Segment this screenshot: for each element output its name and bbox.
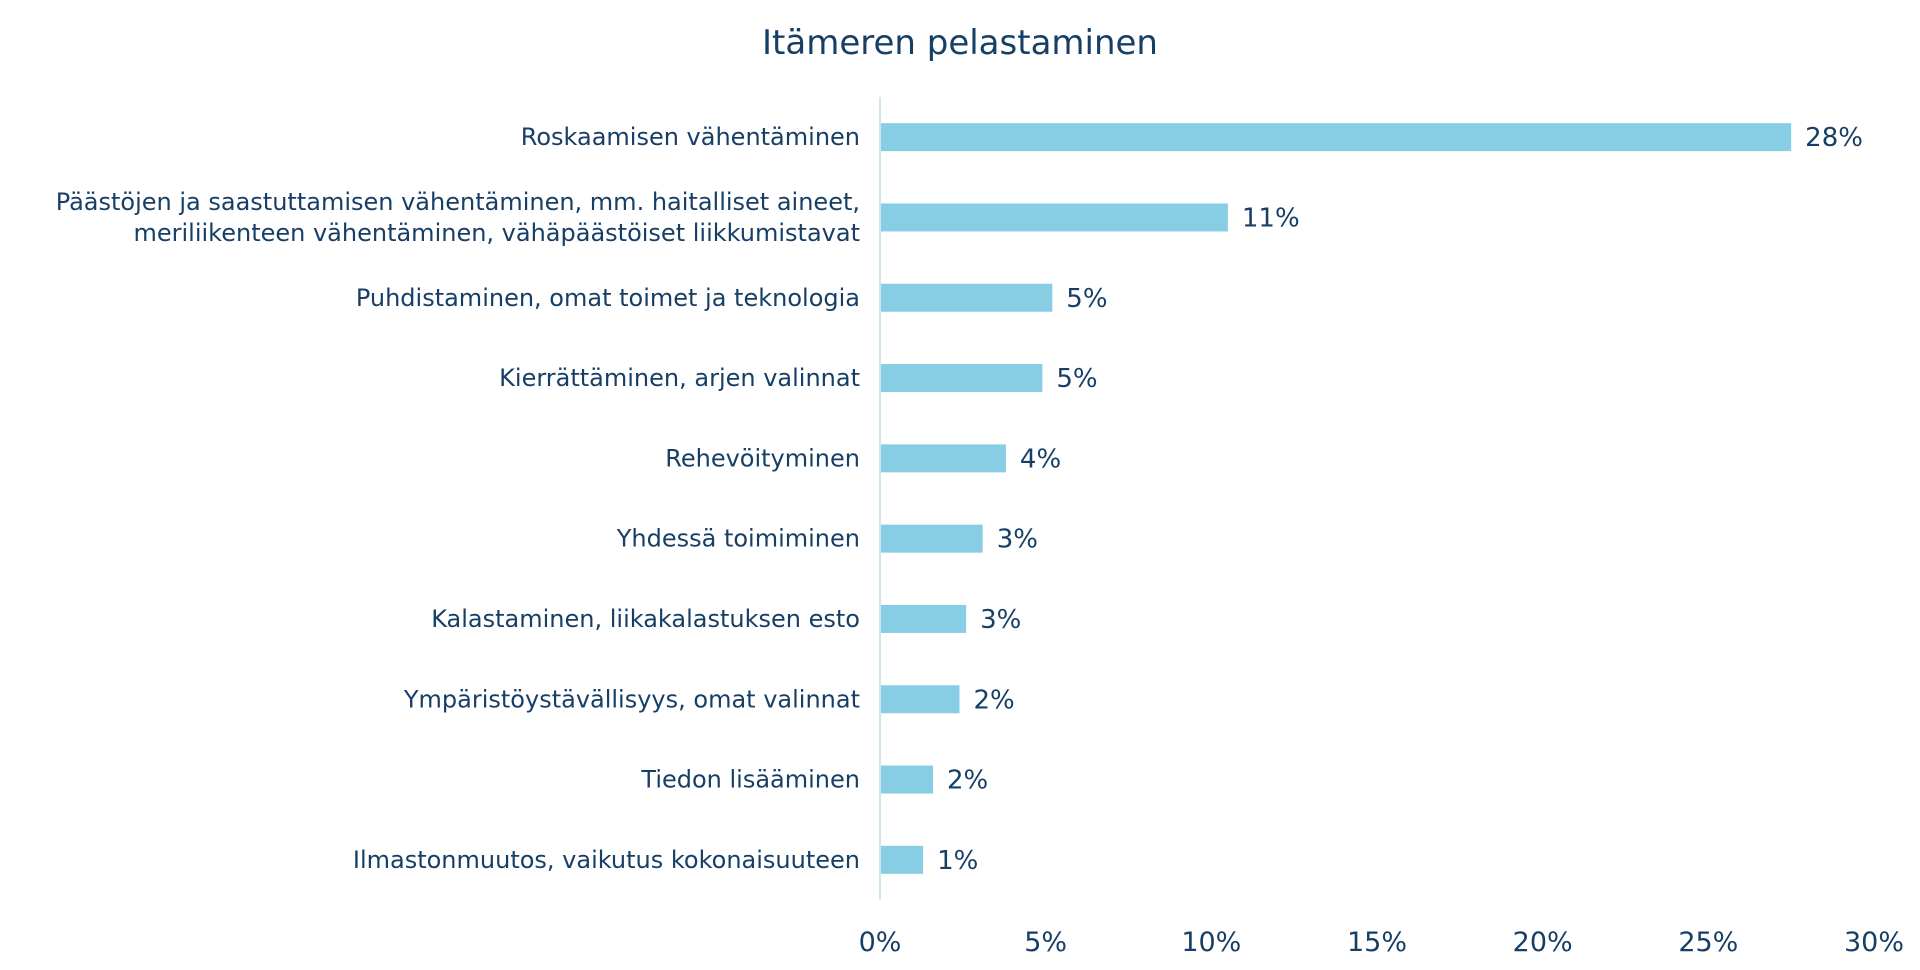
x-tick-label: 0% [859,927,902,958]
category-label: Päästöjen ja saastuttamisen vähentäminen… [56,188,860,216]
chart-title: Itämeren pelastaminen [762,23,1158,63]
data-label: 1% [937,846,978,876]
data-label: 5% [1066,284,1107,314]
bar [881,283,1053,312]
data-label: 5% [1056,364,1097,394]
x-tick-label: 5% [1024,927,1067,958]
category-label: Roskaamisen vähentäminen [521,123,860,151]
category-label: Kalastaminen, liikakalastuksen esto [431,605,860,633]
x-tick-label: 30% [1844,927,1904,958]
data-label: 3% [980,605,1021,635]
x-tick-label: 10% [1181,927,1241,958]
x-tick-label: 20% [1513,927,1573,958]
bar [881,765,934,794]
category-label: Ilmastonmuutos, vaikutus kokonaisuuteen [353,846,860,874]
bar [881,524,983,553]
category-label: Puhdistaminen, omat toimet ja teknologia [356,284,860,312]
data-label: 11% [1242,203,1300,233]
bar [881,604,967,633]
x-tick-label: 15% [1347,927,1407,958]
x-tick-label: 25% [1678,927,1738,958]
bar [881,444,1006,473]
data-label: 2% [974,685,1015,715]
bar [881,685,960,714]
category-label: meriliikenteen vähentäminen, vähäpäästöi… [133,219,860,247]
bar [881,203,1228,232]
category-label: Kierrättäminen, arjen valinnat [499,364,860,392]
category-label: Ympäristöystävällisyys, omat valinnat [403,685,860,713]
category-label: Yhdessä toimiminen [616,525,860,553]
data-label: 4% [1020,444,1061,474]
category-label: Tiedon lisääminen [640,766,860,794]
data-label: 2% [947,766,988,796]
bar [881,123,1792,152]
category-label: Rehevöityminen [665,444,860,472]
bar [881,364,1043,393]
data-label: 28% [1805,123,1863,153]
data-label: 3% [997,525,1038,555]
bar [881,845,924,874]
